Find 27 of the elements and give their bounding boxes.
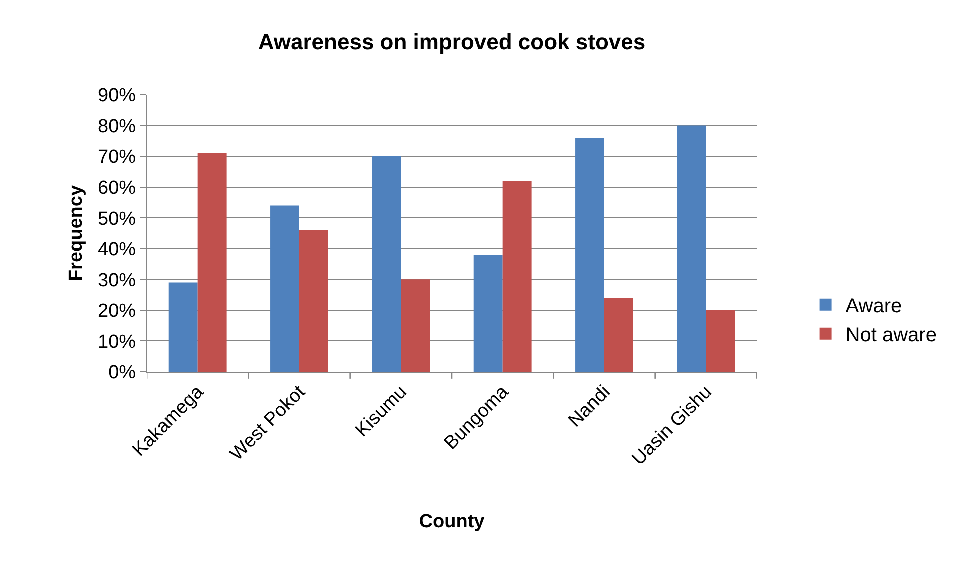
bar xyxy=(300,230,328,372)
y-tick-label: 30% xyxy=(98,270,136,292)
bar xyxy=(502,181,532,372)
bar xyxy=(604,298,634,372)
y-tick-label: 40% xyxy=(98,240,136,261)
bar xyxy=(168,282,198,372)
y-tick-label: 60% xyxy=(98,178,136,199)
y-tick-label: 90% xyxy=(98,86,136,107)
chart-title: Awareness on improved cook stoves xyxy=(258,30,646,55)
y-tick-label: 70% xyxy=(98,147,136,168)
bar xyxy=(474,255,503,372)
bar xyxy=(706,310,736,372)
legend-label: Aware xyxy=(846,296,902,318)
y-tick-label: 20% xyxy=(98,301,136,322)
bar xyxy=(198,153,227,372)
y-axis-title: Frequency xyxy=(66,185,87,282)
legend-label: Not aware xyxy=(846,324,937,347)
bar xyxy=(677,126,706,372)
x-axis-title: County xyxy=(419,512,486,533)
bar xyxy=(401,280,430,372)
bar xyxy=(372,156,402,372)
y-tick-label: 50% xyxy=(98,208,136,230)
bar xyxy=(270,206,300,372)
y-tick-label: 80% xyxy=(98,116,136,138)
bar xyxy=(576,138,604,372)
y-tick-label: 0% xyxy=(108,362,136,384)
y-tick-label: 10% xyxy=(98,332,136,353)
